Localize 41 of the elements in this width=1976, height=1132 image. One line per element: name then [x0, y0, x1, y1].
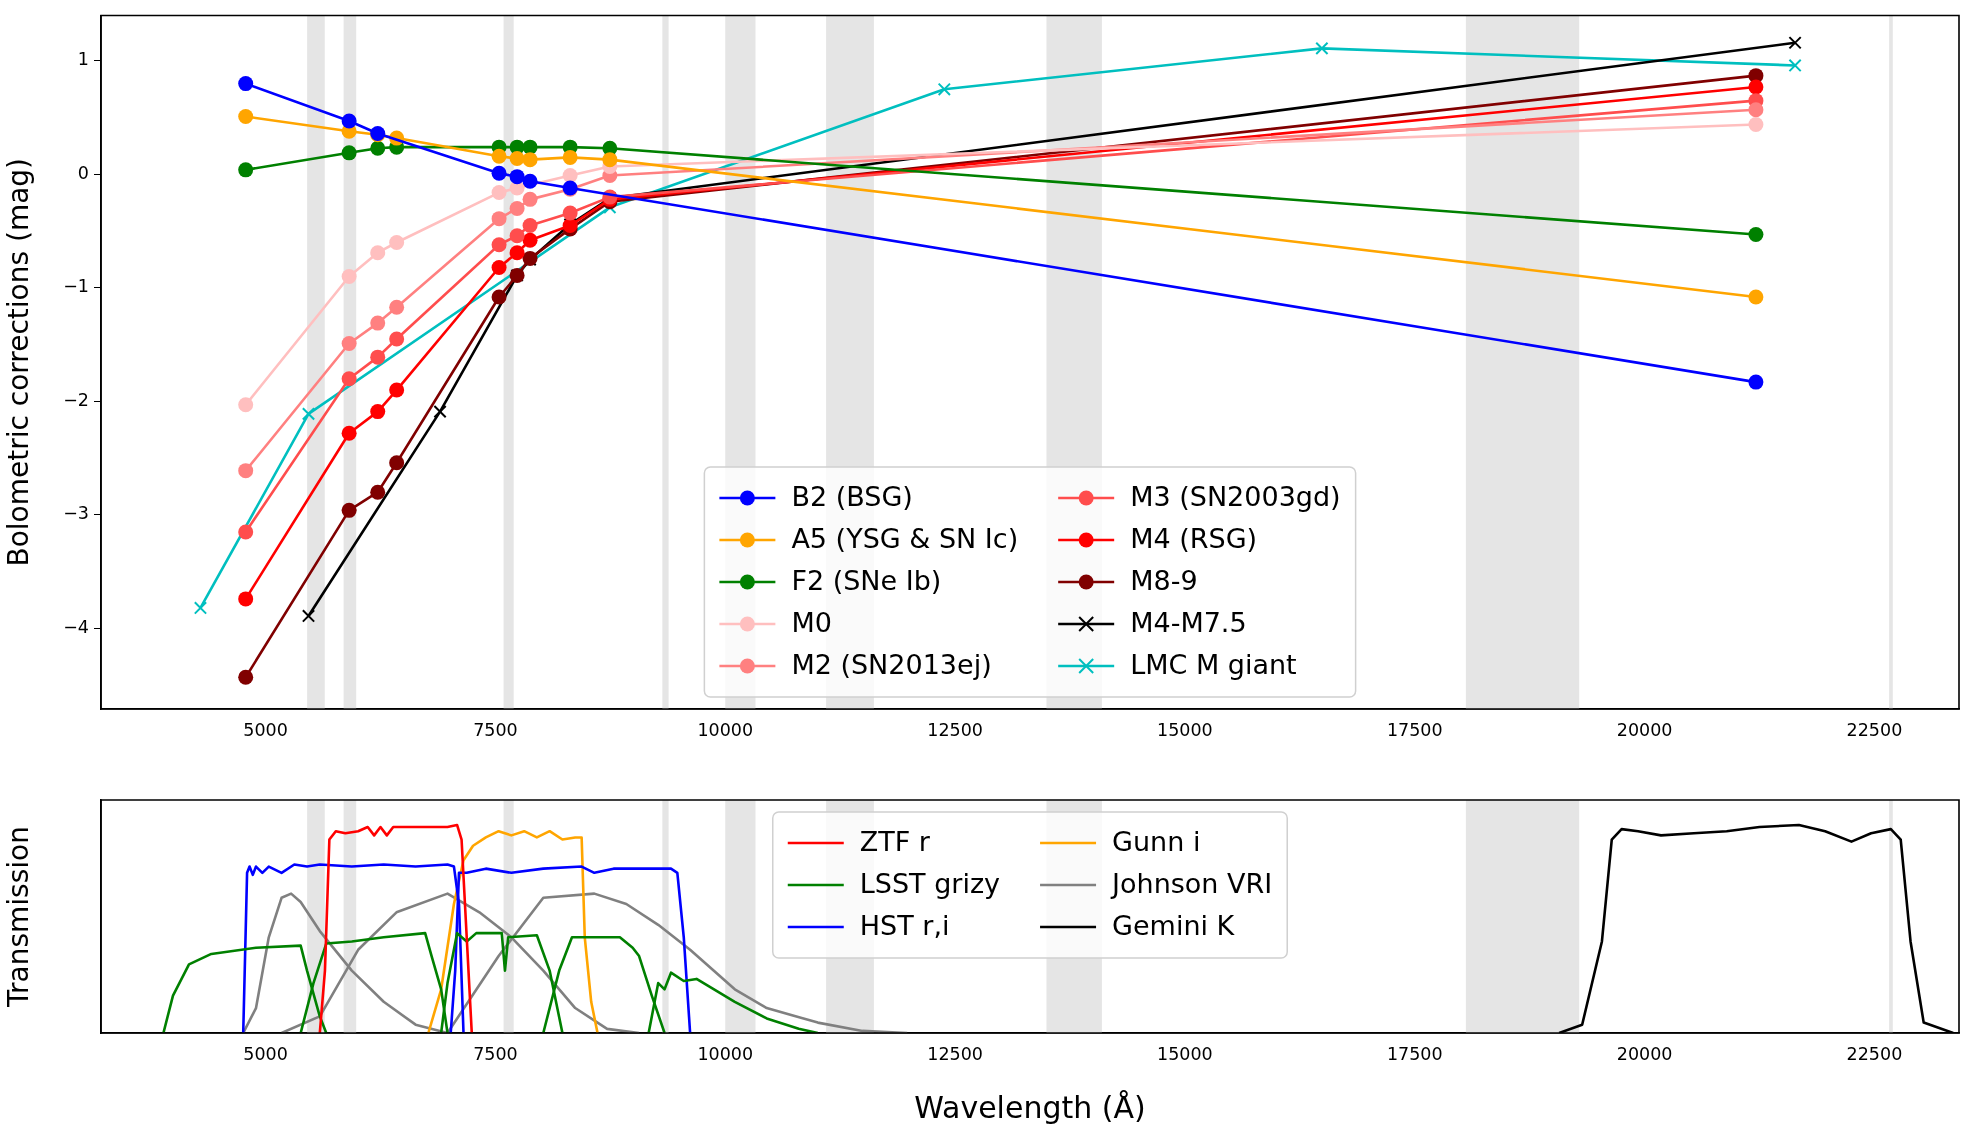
x-tick-label: 20000 — [1616, 720, 1673, 741]
legend-label: F2 (SNe Ib) — [791, 565, 942, 597]
x-tick-label: 10000 — [697, 1044, 754, 1065]
y-tick-label: −1 — [63, 276, 89, 297]
legend-label: M4 (RSG) — [1130, 523, 1258, 555]
y-tick-label: −3 — [63, 503, 89, 524]
legend-label: HST r,i — [859, 910, 950, 942]
x-tick-label: 5000 — [243, 720, 288, 741]
x-tick-label: 10000 — [697, 720, 754, 741]
legend-label: M8-9 — [1130, 565, 1198, 597]
legend-label: A5 (YSG & SN Ic) — [791, 523, 1019, 555]
y-tick-label: 0 — [77, 162, 89, 183]
legend-label: M3 (SN2003gd) — [1130, 481, 1341, 513]
legend-label: M0 — [791, 607, 832, 639]
legend-label: LMC M giant — [1130, 649, 1297, 681]
x-tick-label: 17500 — [1386, 1044, 1443, 1065]
x-tick-label: 12500 — [927, 1044, 983, 1065]
legend-label: M4-M7.5 — [1130, 607, 1247, 639]
x-axis-title: Wavelength (Å) — [914, 1089, 1146, 1125]
legend-label: B2 (BSG) — [791, 481, 913, 513]
y-axis-title: Bolometric corrections (mag) — [2, 157, 36, 567]
x-tick-label: 7500 — [473, 1044, 518, 1065]
legend-label: ZTF r — [859, 826, 931, 858]
y-tick-label: −2 — [63, 389, 89, 410]
legend-label: M2 (SN2013ej) — [791, 649, 992, 681]
y-tick-label: 1 — [77, 49, 89, 70]
y-tick-label: −4 — [63, 616, 89, 637]
legend-label: Gemini K — [1112, 910, 1236, 942]
x-tick-label: 12500 — [927, 720, 983, 741]
x-tick-label: 22500 — [1846, 720, 1903, 741]
x-tick-label: 15000 — [1157, 1044, 1213, 1065]
x-tick-label: 20000 — [1616, 1044, 1673, 1065]
legend-label: Johnson VRI — [1110, 868, 1273, 900]
x-tick-label: 22500 — [1846, 1044, 1903, 1065]
y-axis-title: Transmission — [2, 826, 36, 1008]
x-tick-label: 5000 — [243, 1044, 288, 1065]
legend-label: Gunn i — [1112, 826, 1201, 858]
x-tick-label: 17500 — [1386, 720, 1443, 741]
x-tick-label: 7500 — [473, 720, 518, 741]
legend-label: LSST grizy — [859, 868, 1001, 900]
x-tick-label: 15000 — [1157, 720, 1213, 741]
